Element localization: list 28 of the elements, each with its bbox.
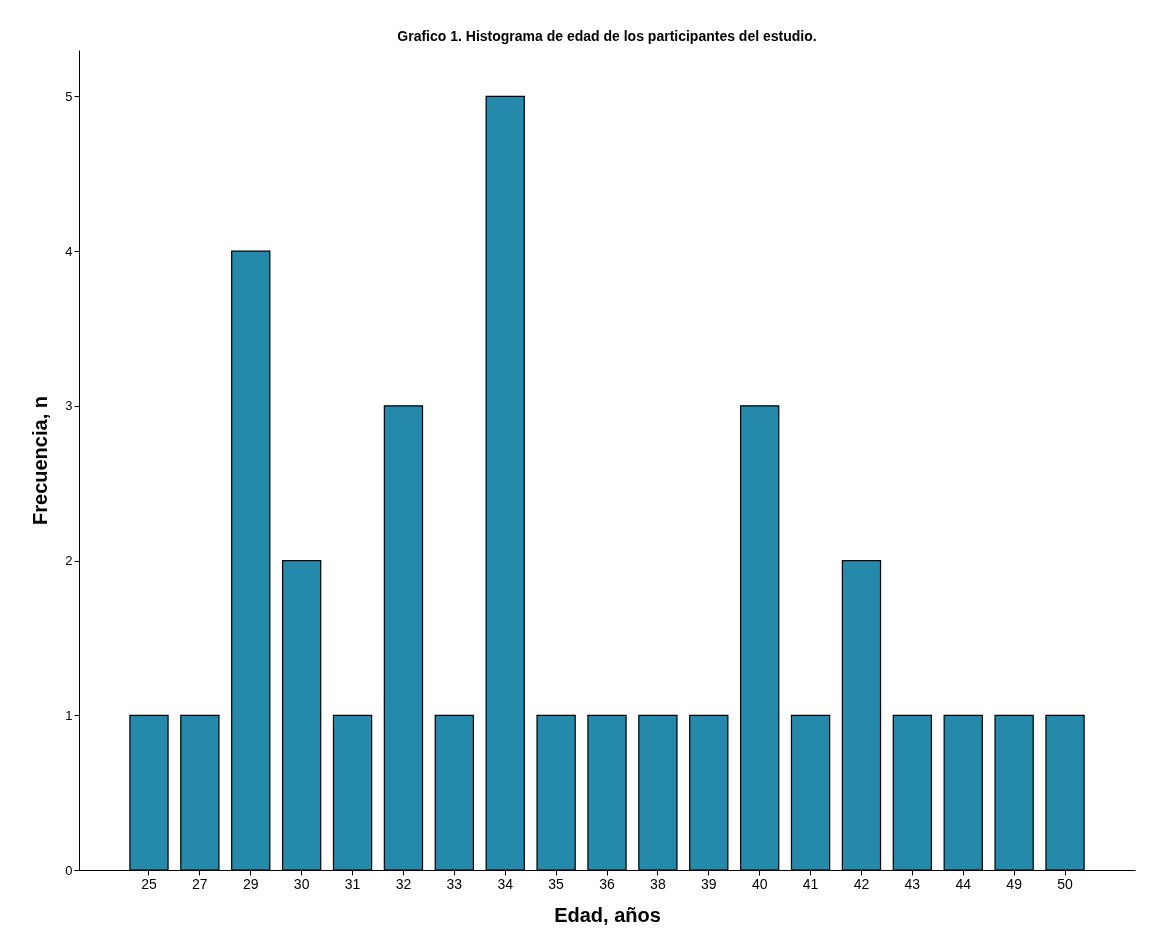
x-tick-label: 30	[293, 875, 310, 892]
x-tick-label: 29	[242, 875, 259, 892]
x-tick-label: 32	[395, 875, 412, 892]
x-tick-label: 49	[1006, 875, 1023, 892]
x-tick-label: 36	[599, 875, 615, 892]
x-axis-title: Edad, años	[554, 903, 661, 926]
x-tick-label: 39	[700, 875, 717, 892]
y-tick-label: 3	[65, 398, 73, 414]
x-tick-label: 50	[1057, 875, 1074, 892]
y-tick-label: 2	[65, 553, 73, 569]
chart-title: Grafico 1. Histograma de edad de los participantes del estudio.	[397, 28, 817, 44]
y-tick-label: 4	[65, 243, 73, 259]
x-tick-label: 40	[751, 875, 768, 892]
x-tick-label: 38	[650, 875, 666, 892]
x-tick-label: 25	[141, 875, 157, 892]
x-tick-label: 31	[344, 875, 361, 892]
y-tick-label: 5	[65, 88, 73, 104]
x-tick-label: 42	[853, 875, 870, 892]
x-tick-label: 33	[446, 875, 463, 892]
y-axis-title: Frecuencia, n	[29, 396, 52, 525]
x-tick-label: 27	[192, 875, 208, 892]
x-tick-label: 43	[904, 875, 921, 892]
y-tick-label: 0	[65, 862, 73, 878]
x-tick-label: 35	[548, 875, 565, 892]
y-tick-label: 1	[65, 707, 73, 723]
x-tick-label: 34	[497, 875, 514, 892]
x-tick-label: 44	[955, 875, 972, 892]
x-tick-label: 41	[802, 875, 819, 892]
